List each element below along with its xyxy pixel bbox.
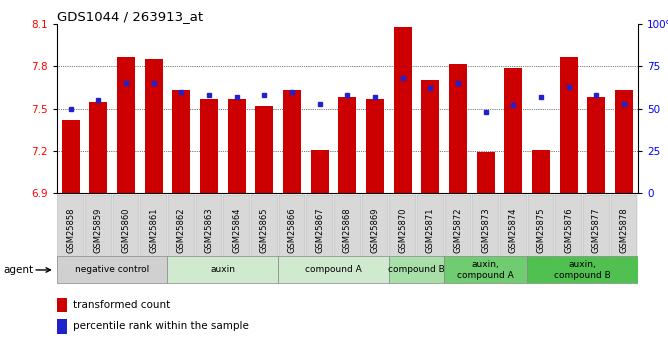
Text: GSM25877: GSM25877: [592, 207, 601, 253]
Text: compound A: compound A: [305, 265, 362, 275]
FancyBboxPatch shape: [57, 256, 168, 284]
Text: compound B: compound B: [388, 265, 445, 275]
FancyBboxPatch shape: [527, 256, 638, 284]
Text: GSM25862: GSM25862: [177, 208, 186, 253]
Text: auxin,
compound B: auxin, compound B: [554, 260, 611, 280]
Text: auxin,
compound A: auxin, compound A: [458, 260, 514, 280]
FancyBboxPatch shape: [362, 195, 388, 266]
Text: GSM25875: GSM25875: [536, 208, 546, 253]
Bar: [615, 90, 633, 193]
Text: percentile rank within the sample: percentile rank within the sample: [73, 322, 248, 332]
FancyBboxPatch shape: [500, 195, 526, 266]
FancyBboxPatch shape: [196, 195, 222, 266]
FancyBboxPatch shape: [417, 195, 444, 266]
FancyBboxPatch shape: [444, 256, 527, 284]
Text: GSM25871: GSM25871: [426, 208, 435, 253]
Text: GSM25865: GSM25865: [260, 208, 269, 253]
FancyBboxPatch shape: [556, 195, 582, 266]
Bar: [57, 298, 67, 312]
FancyBboxPatch shape: [583, 195, 610, 266]
FancyBboxPatch shape: [611, 195, 637, 266]
FancyBboxPatch shape: [279, 195, 305, 266]
FancyBboxPatch shape: [140, 195, 167, 266]
Bar: [311, 149, 329, 193]
Text: GSM25874: GSM25874: [509, 208, 518, 253]
Bar: [145, 59, 162, 193]
Text: GSM25861: GSM25861: [149, 208, 158, 253]
Bar: [255, 106, 273, 193]
Text: GSM25876: GSM25876: [564, 207, 573, 253]
FancyBboxPatch shape: [445, 195, 472, 266]
Bar: [283, 90, 301, 193]
Bar: [477, 152, 495, 193]
Bar: [449, 63, 467, 193]
FancyBboxPatch shape: [168, 256, 278, 284]
Bar: [200, 99, 218, 193]
FancyBboxPatch shape: [57, 195, 84, 266]
FancyBboxPatch shape: [307, 195, 333, 266]
FancyBboxPatch shape: [251, 195, 278, 266]
Text: GSM25878: GSM25878: [620, 207, 629, 253]
Bar: [504, 68, 522, 193]
Text: GSM25864: GSM25864: [232, 208, 241, 253]
FancyBboxPatch shape: [278, 256, 389, 284]
Text: GSM25863: GSM25863: [204, 207, 214, 253]
Bar: [228, 99, 246, 193]
Bar: [560, 57, 578, 193]
Text: transformed count: transformed count: [73, 300, 170, 310]
Bar: [172, 90, 190, 193]
Text: GSM25869: GSM25869: [371, 208, 379, 253]
FancyBboxPatch shape: [389, 195, 416, 266]
FancyBboxPatch shape: [528, 195, 554, 266]
FancyBboxPatch shape: [168, 195, 194, 266]
Text: GSM25859: GSM25859: [94, 208, 103, 253]
FancyBboxPatch shape: [472, 195, 499, 266]
Text: GSM25868: GSM25868: [343, 207, 352, 253]
FancyBboxPatch shape: [389, 256, 444, 284]
Bar: [587, 97, 605, 193]
FancyBboxPatch shape: [85, 195, 112, 266]
Text: GDS1044 / 263913_at: GDS1044 / 263913_at: [57, 10, 203, 23]
Text: GSM25867: GSM25867: [315, 207, 324, 253]
Text: agent: agent: [3, 265, 33, 275]
Bar: [532, 149, 550, 193]
Text: GSM25858: GSM25858: [66, 208, 75, 253]
Text: GSM25872: GSM25872: [454, 208, 462, 253]
Text: GSM25866: GSM25866: [287, 207, 297, 253]
Bar: [57, 319, 67, 334]
Bar: [90, 102, 108, 193]
Text: GSM25860: GSM25860: [122, 208, 130, 253]
Bar: [117, 57, 135, 193]
Bar: [422, 80, 440, 193]
FancyBboxPatch shape: [334, 195, 361, 266]
FancyBboxPatch shape: [223, 195, 250, 266]
Bar: [339, 97, 356, 193]
Text: negative control: negative control: [75, 265, 149, 275]
FancyBboxPatch shape: [113, 195, 139, 266]
Bar: [393, 27, 411, 193]
Bar: [61, 120, 79, 193]
Bar: [366, 99, 384, 193]
Text: auxin: auxin: [210, 265, 235, 275]
Text: GSM25873: GSM25873: [481, 207, 490, 253]
Text: GSM25870: GSM25870: [398, 208, 407, 253]
